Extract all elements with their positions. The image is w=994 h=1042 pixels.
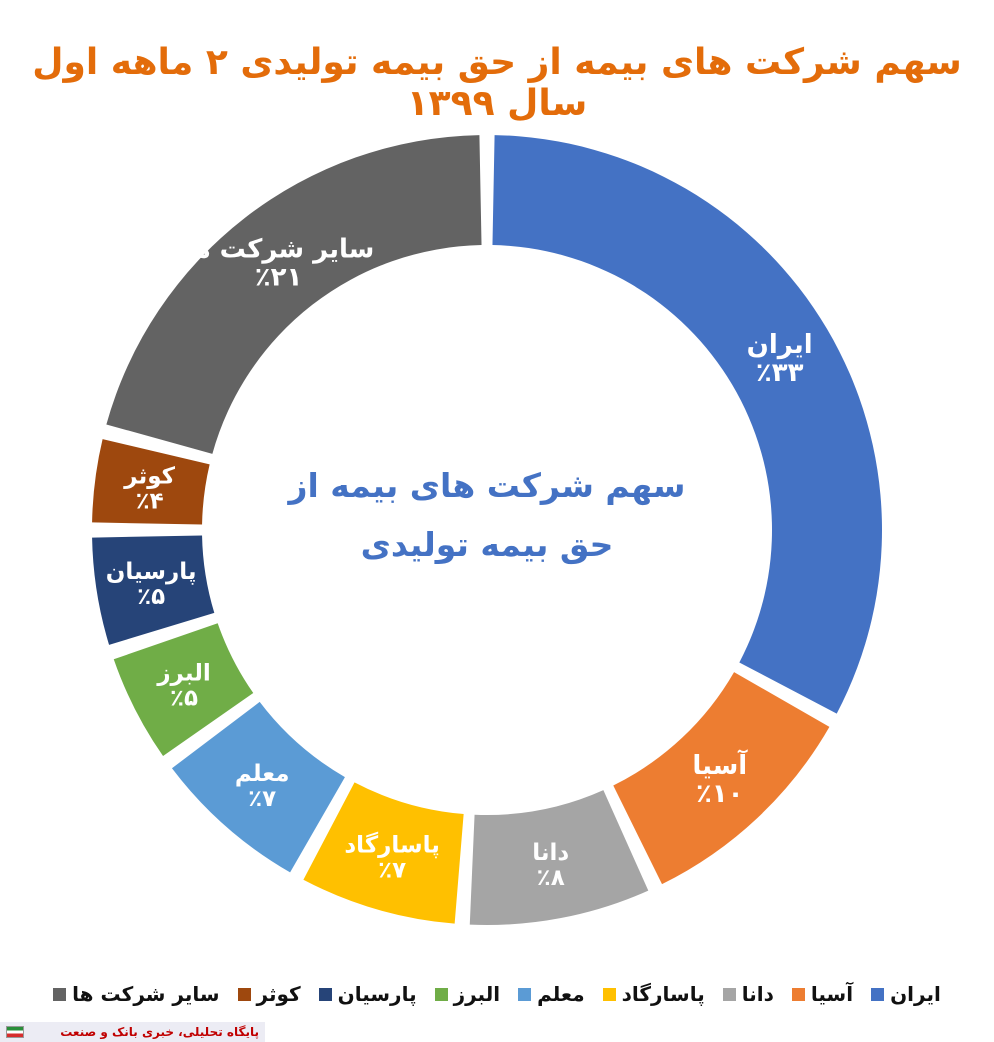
slice-value-label-1: ٪۳۳: [756, 358, 804, 388]
legend-label-6: البرز: [453, 982, 501, 1006]
chart-legend: ایران آسیا دانا پاسارگاد معلم البرز پارسیان کوث…: [0, 982, 994, 1006]
donut-slice-8: [92, 439, 210, 525]
slice-name-label-8: کوثر: [123, 463, 175, 489]
legend-label-9: سایر شرکت ها: [72, 982, 220, 1006]
legend-swatch-2: [791, 987, 805, 1001]
legend-item-1: ایران: [871, 982, 941, 1006]
slice-value-label-3: ٪۸: [537, 865, 565, 891]
center-label-line1: سهم شرکت های بیمه از: [287, 466, 686, 506]
legend-label-5: معلم: [537, 982, 585, 1006]
slice-name-label-4: پاسارگاد: [344, 831, 440, 858]
legend-label-3: دانا: [741, 982, 774, 1006]
slice-value-label-5: ٪۷: [248, 786, 276, 812]
slice-name-label-2: آسیا: [692, 749, 748, 781]
slice-name-label-9: سایر شرکت ها: [183, 234, 375, 264]
legend-label-2: آسیا: [810, 982, 854, 1006]
slice-name-label-5: معلم: [235, 761, 290, 787]
legend-swatch-5: [518, 987, 532, 1001]
legend-swatch-4: [602, 987, 616, 1001]
donut-slices: [92, 135, 882, 925]
legend-item-4: پاسارگاد: [602, 982, 705, 1006]
donut-slice-labels: ایران٪۳۳آسیا٪۱۰دانا٪۸پاسارگاد٪۷معلم٪۷الب…: [106, 234, 813, 891]
donut-slice-9: [106, 135, 482, 454]
legend-label-8: کوثر: [256, 982, 301, 1006]
donut-slice-1: [492, 135, 882, 714]
slice-name-label-6: البرز: [156, 660, 210, 686]
legend-swatch-7: [318, 987, 332, 1001]
page-title: سهم شرکت های بیمه از حق بیمه تولیدی ۲ ما…: [32, 42, 962, 124]
donut-slice-4: [303, 782, 464, 924]
legend-item-9: سایر شرکت ها: [53, 982, 220, 1006]
legend-label-1: ایران: [890, 982, 941, 1006]
legend-swatch-9: [53, 987, 67, 1001]
slice-name-label-1: ایران: [747, 330, 813, 360]
legend-swatch-3: [722, 987, 736, 1001]
footer-text: پایگاه تحلیلی، خبری بانک و صنعت: [60, 1025, 259, 1039]
legend-label-7: پارسیان: [337, 982, 417, 1006]
legend-item-7: پارسیان: [318, 982, 417, 1006]
legend-item-8: کوثر: [237, 982, 301, 1006]
donut-slice-3: [469, 790, 649, 925]
donut-slice-7: [92, 535, 215, 645]
slice-value-label-2: ٪۱۰: [696, 779, 744, 809]
slice-name-label-7: پارسیان: [106, 559, 197, 585]
legend-swatch-8: [237, 987, 251, 1001]
slice-name-label-3: دانا: [532, 840, 569, 866]
slice-value-label-9: ٪۲۱: [255, 262, 303, 292]
footer-bar: پایگاه تحلیلی، خبری بانک و صنعت: [0, 1022, 265, 1042]
flag-icon: [6, 1026, 24, 1038]
legend-item-6: البرز: [434, 982, 501, 1006]
donut-slice-5: [171, 701, 345, 873]
donut-slice-2: [613, 672, 830, 885]
slice-value-label-7: ٪۵: [137, 584, 165, 610]
legend-label-4: پاسارگاد: [621, 982, 705, 1006]
legend-swatch-1: [871, 987, 885, 1001]
legend-item-2: آسیا: [791, 982, 854, 1006]
legend-item-5: معلم: [518, 982, 585, 1006]
slice-value-label-6: ٪۵: [170, 685, 198, 711]
slice-value-label-8: ٪۴: [136, 488, 164, 514]
legend-item-3: دانا: [722, 982, 774, 1006]
slice-value-label-4: ٪۷: [378, 857, 406, 883]
center-label-line2: حق بیمه تولیدی: [361, 525, 614, 565]
legend-swatch-6: [434, 987, 448, 1001]
donut-slice-6: [113, 623, 254, 756]
